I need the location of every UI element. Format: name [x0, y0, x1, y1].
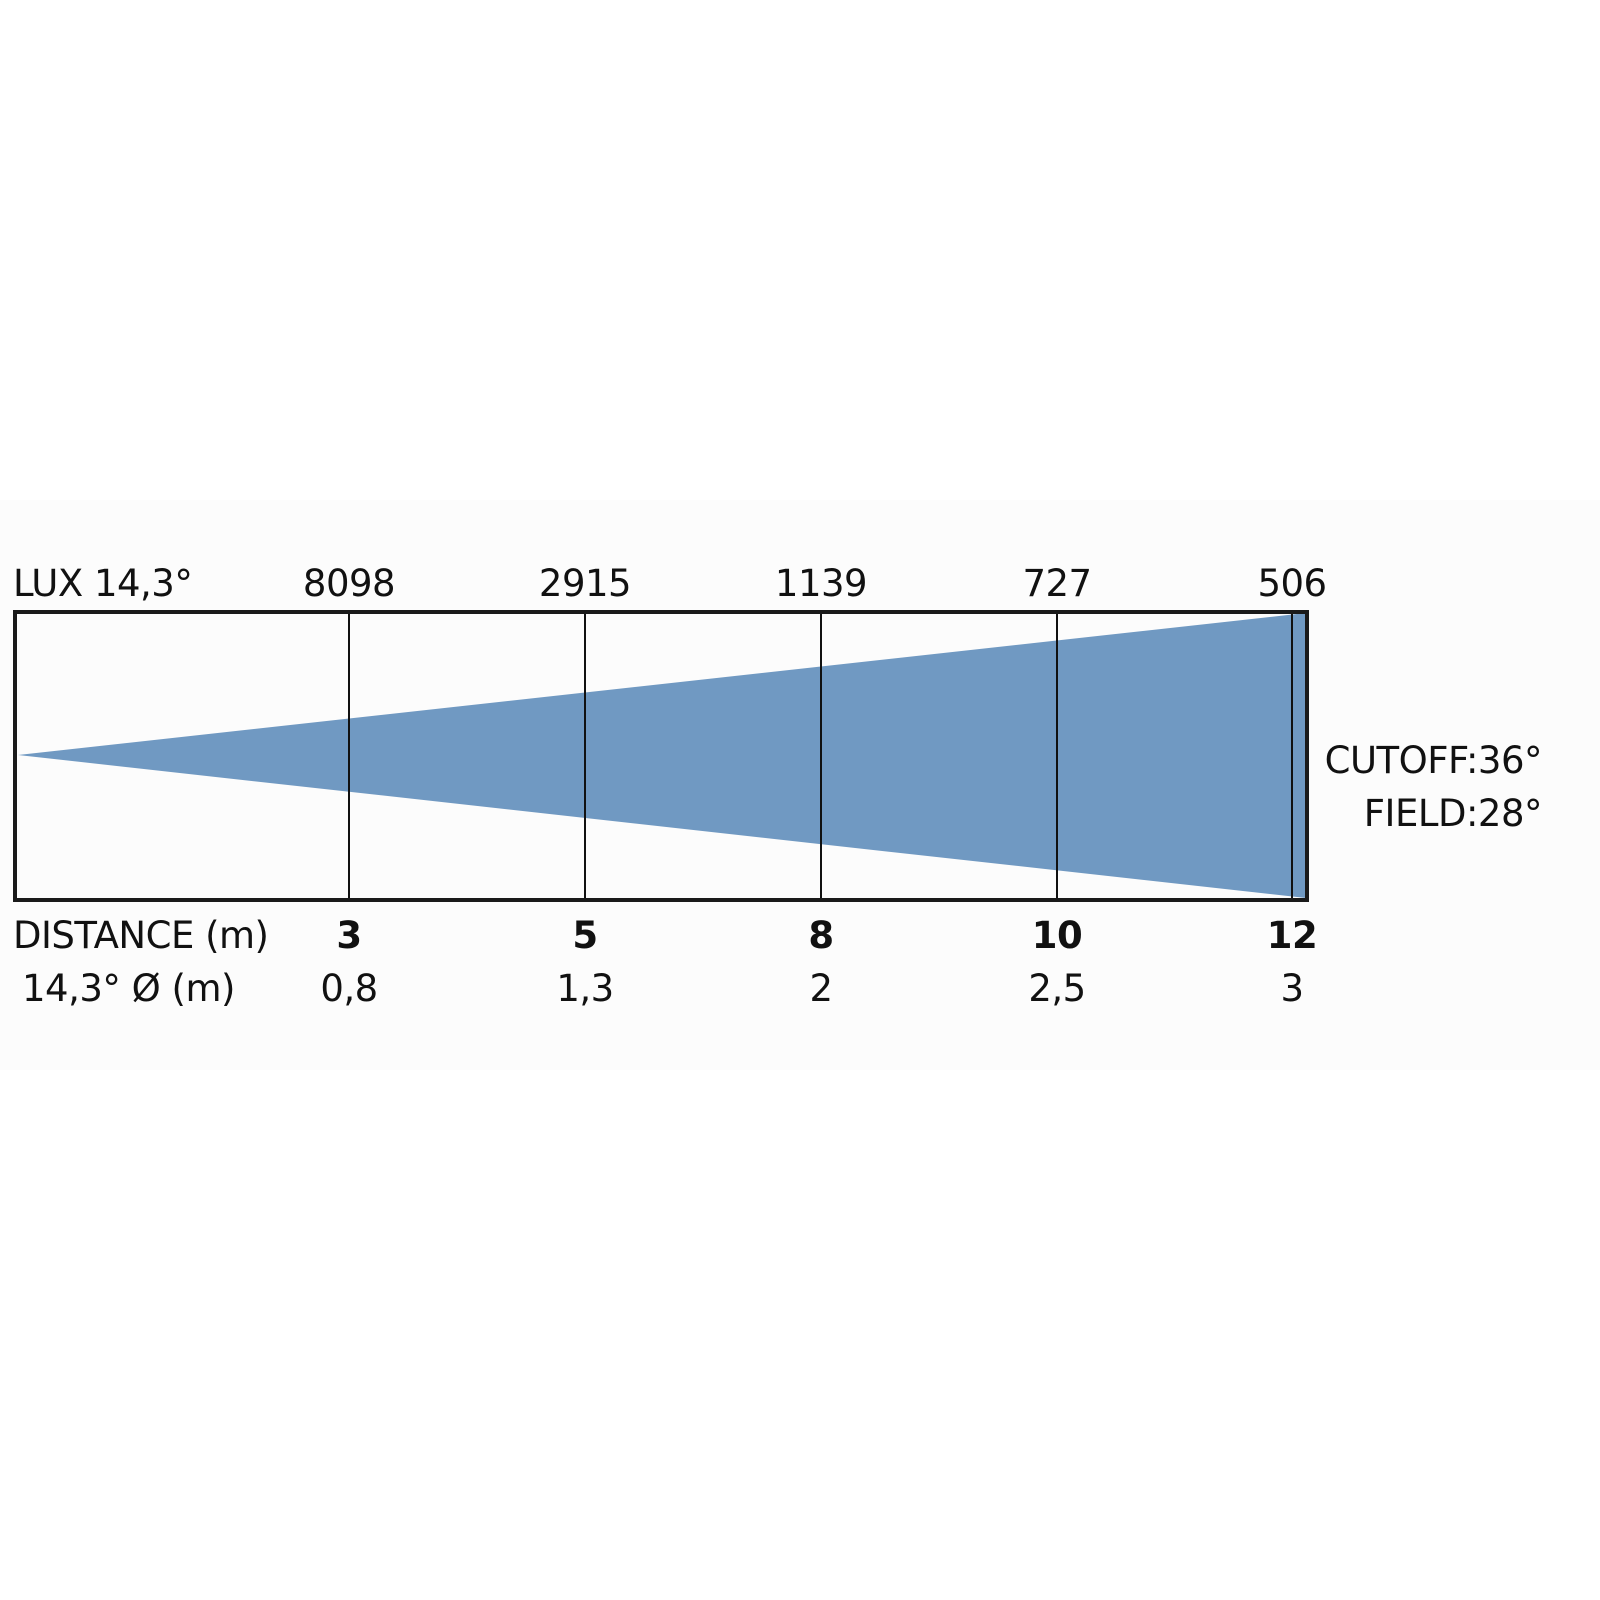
distance-value: 3 [336, 914, 362, 957]
distance-value: 5 [572, 914, 598, 957]
lux-value: 727 [1022, 562, 1092, 605]
lux-value: 506 [1257, 562, 1327, 605]
diameter-value: 2 [809, 967, 833, 1010]
diameter-value: 0,8 [320, 967, 378, 1010]
lux-header: LUX 14,3° [13, 562, 193, 605]
lux-value: 1139 [774, 562, 868, 605]
distance-value: 10 [1031, 914, 1083, 957]
diameter-header: 14,3° Ø (m) [22, 967, 235, 1010]
diameter-value: 3 [1280, 967, 1304, 1010]
lux-value: 2915 [538, 562, 632, 605]
distance-value: 12 [1266, 914, 1318, 957]
diameter-value: 1,3 [556, 967, 614, 1010]
diameter-value: 2,5 [1028, 967, 1086, 1010]
distance-value: 8 [808, 914, 834, 957]
lux-value: 8098 [302, 562, 396, 605]
diagram-frame [13, 610, 1309, 902]
field-label: FIELD:28° [1363, 792, 1543, 835]
distance-header: DISTANCE (m) [13, 914, 269, 957]
light-beam-cone [18, 613, 1306, 898]
cutoff-label: CUTOFF:36° [1324, 739, 1543, 782]
